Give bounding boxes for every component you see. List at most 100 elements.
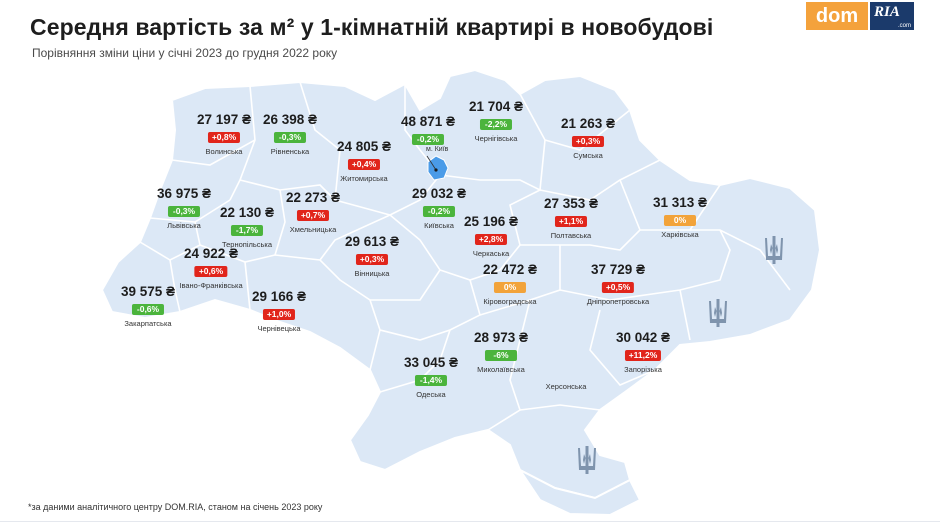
kyiv-city-shape [427, 155, 449, 181]
region-name: Сумська [573, 151, 603, 160]
region-name: Херсонська [545, 382, 587, 391]
kyiv-pointer-dot [434, 168, 438, 172]
region-name: Івано-Франківська [179, 281, 243, 290]
region-price: 27 197 ₴ [196, 112, 252, 127]
trident-icon [765, 236, 783, 264]
change-badge: +0,3% [355, 254, 389, 265]
region-name: Волинська [205, 147, 243, 156]
region-chernivetska: 29 166 ₴ +1,0% Чернівецька [252, 289, 306, 333]
region-vinnytska: 29 613 ₴ +0,3% Вінницька [345, 234, 399, 278]
change-badge: -0,3% [273, 132, 306, 143]
region-price: 30 042 ₴ [615, 330, 671, 345]
ria-logo: RIA .com [870, 2, 914, 30]
trident-icon [709, 299, 727, 327]
ria-logo-domain: .com [897, 23, 911, 29]
region-price: 22 273 ₴ [285, 190, 341, 205]
region-name: Житомирська [340, 174, 388, 183]
region-price: 29 032 ₴ [411, 186, 467, 201]
footnote: *за даними аналітичного центру DOM.RIA, … [28, 502, 323, 512]
region-price: 37 729 ₴ [590, 262, 646, 277]
change-badge: +0,5% [601, 282, 635, 293]
region-name: Кіровоградська [483, 297, 537, 306]
change-badge: -0,2% [411, 134, 444, 145]
change-badge: 0% [493, 282, 526, 293]
change-badge: +0,3% [571, 136, 605, 147]
change-badge: -2,2% [479, 119, 512, 130]
region-price: 22 472 ₴ [482, 262, 538, 277]
change-badge: -6% [484, 350, 517, 361]
region-name: Хмельницька [289, 225, 337, 234]
region-price: 21 263 ₴ [560, 116, 616, 131]
region-name: Миколаївська [477, 365, 525, 374]
change-badge: +1,1% [554, 216, 588, 227]
region-kharkivska: 31 313 ₴ 0% Харківська [653, 195, 707, 239]
region-khersonska: Херсонська [546, 380, 587, 391]
region-price: 39 575 ₴ [120, 284, 176, 299]
region-mykolaivska: 28 973 ₴ -6% Миколаївська [474, 330, 528, 374]
region-price: 31 313 ₴ [652, 195, 708, 210]
region-sumska: 21 263 ₴ +0,3% Сумська [561, 116, 615, 160]
change-badge: +11,2% [624, 350, 662, 361]
region-odeska: 33 045 ₴ -1,4% Одеська [404, 355, 458, 399]
region-name: Одеська [416, 390, 446, 399]
region-name: Харківська [661, 230, 699, 239]
region-ivano-frankivska: 24 922 ₴ +0,6% Івано-Франківська [179, 246, 242, 290]
region-volynska: 27 197 ₴ +0,8% Волинська [197, 112, 251, 156]
change-badge: +0,6% [194, 266, 228, 277]
region-poltavska: 27 353 ₴ +1,1% Полтавська [544, 196, 598, 240]
change-badge: +2,8% [474, 234, 508, 245]
kyiv-pointer-line [426, 155, 437, 171]
region-name: Тернопільська [221, 240, 273, 249]
change-badge: -0,3% [167, 206, 200, 217]
region-name: Чернівецька [257, 324, 301, 333]
region-cherkaska: 25 196 ₴ +2,8% Черкаська [464, 214, 518, 258]
dom-logo: dom [806, 2, 868, 30]
region-price: 27 353 ₴ [543, 196, 599, 211]
ria-logo-text: RIA [874, 4, 900, 20]
trident-icon [578, 446, 596, 474]
region-price: 48 871 ₴ [400, 114, 456, 129]
region-ternopilska: 22 130 ₴ -1,7% Тернопільська [220, 205, 274, 249]
region-kirovohradska: 22 472 ₴ 0% Кіровоградська [483, 262, 537, 306]
country-outline [100, 68, 822, 500]
region-price: 28 973 ₴ [473, 330, 529, 345]
region-name: Львівська [167, 221, 201, 230]
change-badge: +0,8% [207, 132, 241, 143]
change-badge: -0,2% [422, 206, 455, 217]
region-name: Дніпропетровська [586, 297, 650, 306]
region-price: 29 166 ₴ [251, 289, 307, 304]
change-badge: +1,0% [262, 309, 296, 320]
region-lvivska: 36 975 ₴ -0,3% Львівська [157, 186, 211, 230]
region-price: 33 045 ₴ [403, 355, 459, 370]
region-chernihivska: 21 704 ₴ -2,2% Чернігівська [469, 99, 523, 143]
region-rivnenska: 26 398 ₴ -0,3% Рівненська [263, 112, 317, 156]
region-kyiv-city: 48 871 ₴ -0,2% [401, 114, 455, 147]
change-badge: -1,4% [414, 375, 447, 386]
change-badge: -1,7% [230, 225, 263, 236]
region-price: 36 975 ₴ [156, 186, 212, 201]
region-price: 26 398 ₴ [262, 112, 318, 127]
region-zhytomyrska: 24 805 ₴ +0,4% Житомирська [337, 139, 391, 183]
change-badge: 0% [663, 215, 696, 226]
change-badge: -0,6% [131, 304, 164, 315]
kyiv-city-label: м. Київ [426, 146, 449, 153]
region-zaporizka: 30 042 ₴ +11,2% Запорізька [616, 330, 670, 374]
region-price: 25 196 ₴ [463, 214, 519, 229]
region-name: Чернігівська [474, 134, 518, 143]
region-price: 29 613 ₴ [344, 234, 400, 249]
southern-peninsula [517, 467, 642, 517]
region-name: Київська [424, 221, 454, 230]
region-name: Черкаська [472, 249, 510, 258]
dom-logo-text: dom [815, 4, 859, 27]
region-name: Рівненська [270, 147, 310, 156]
region-borders [139, 81, 791, 431]
page-subtitle: Порівняння зміни ціни у січні 2023 до гр… [32, 46, 338, 60]
region-zakarpatska: 39 575 ₴ -0,6% Закарпатська [121, 284, 175, 328]
region-price: 21 704 ₴ [468, 99, 524, 114]
region-price: 24 922 ₴ [183, 246, 239, 261]
region-kyivska: 29 032 ₴ -0,2% Київська [412, 186, 466, 230]
region-dnipropetrovska: 37 729 ₴ +0,5% Дніпропетровська [587, 262, 649, 306]
region-name: Запорізька [624, 365, 662, 374]
region-name: Закарпатська [124, 319, 172, 328]
